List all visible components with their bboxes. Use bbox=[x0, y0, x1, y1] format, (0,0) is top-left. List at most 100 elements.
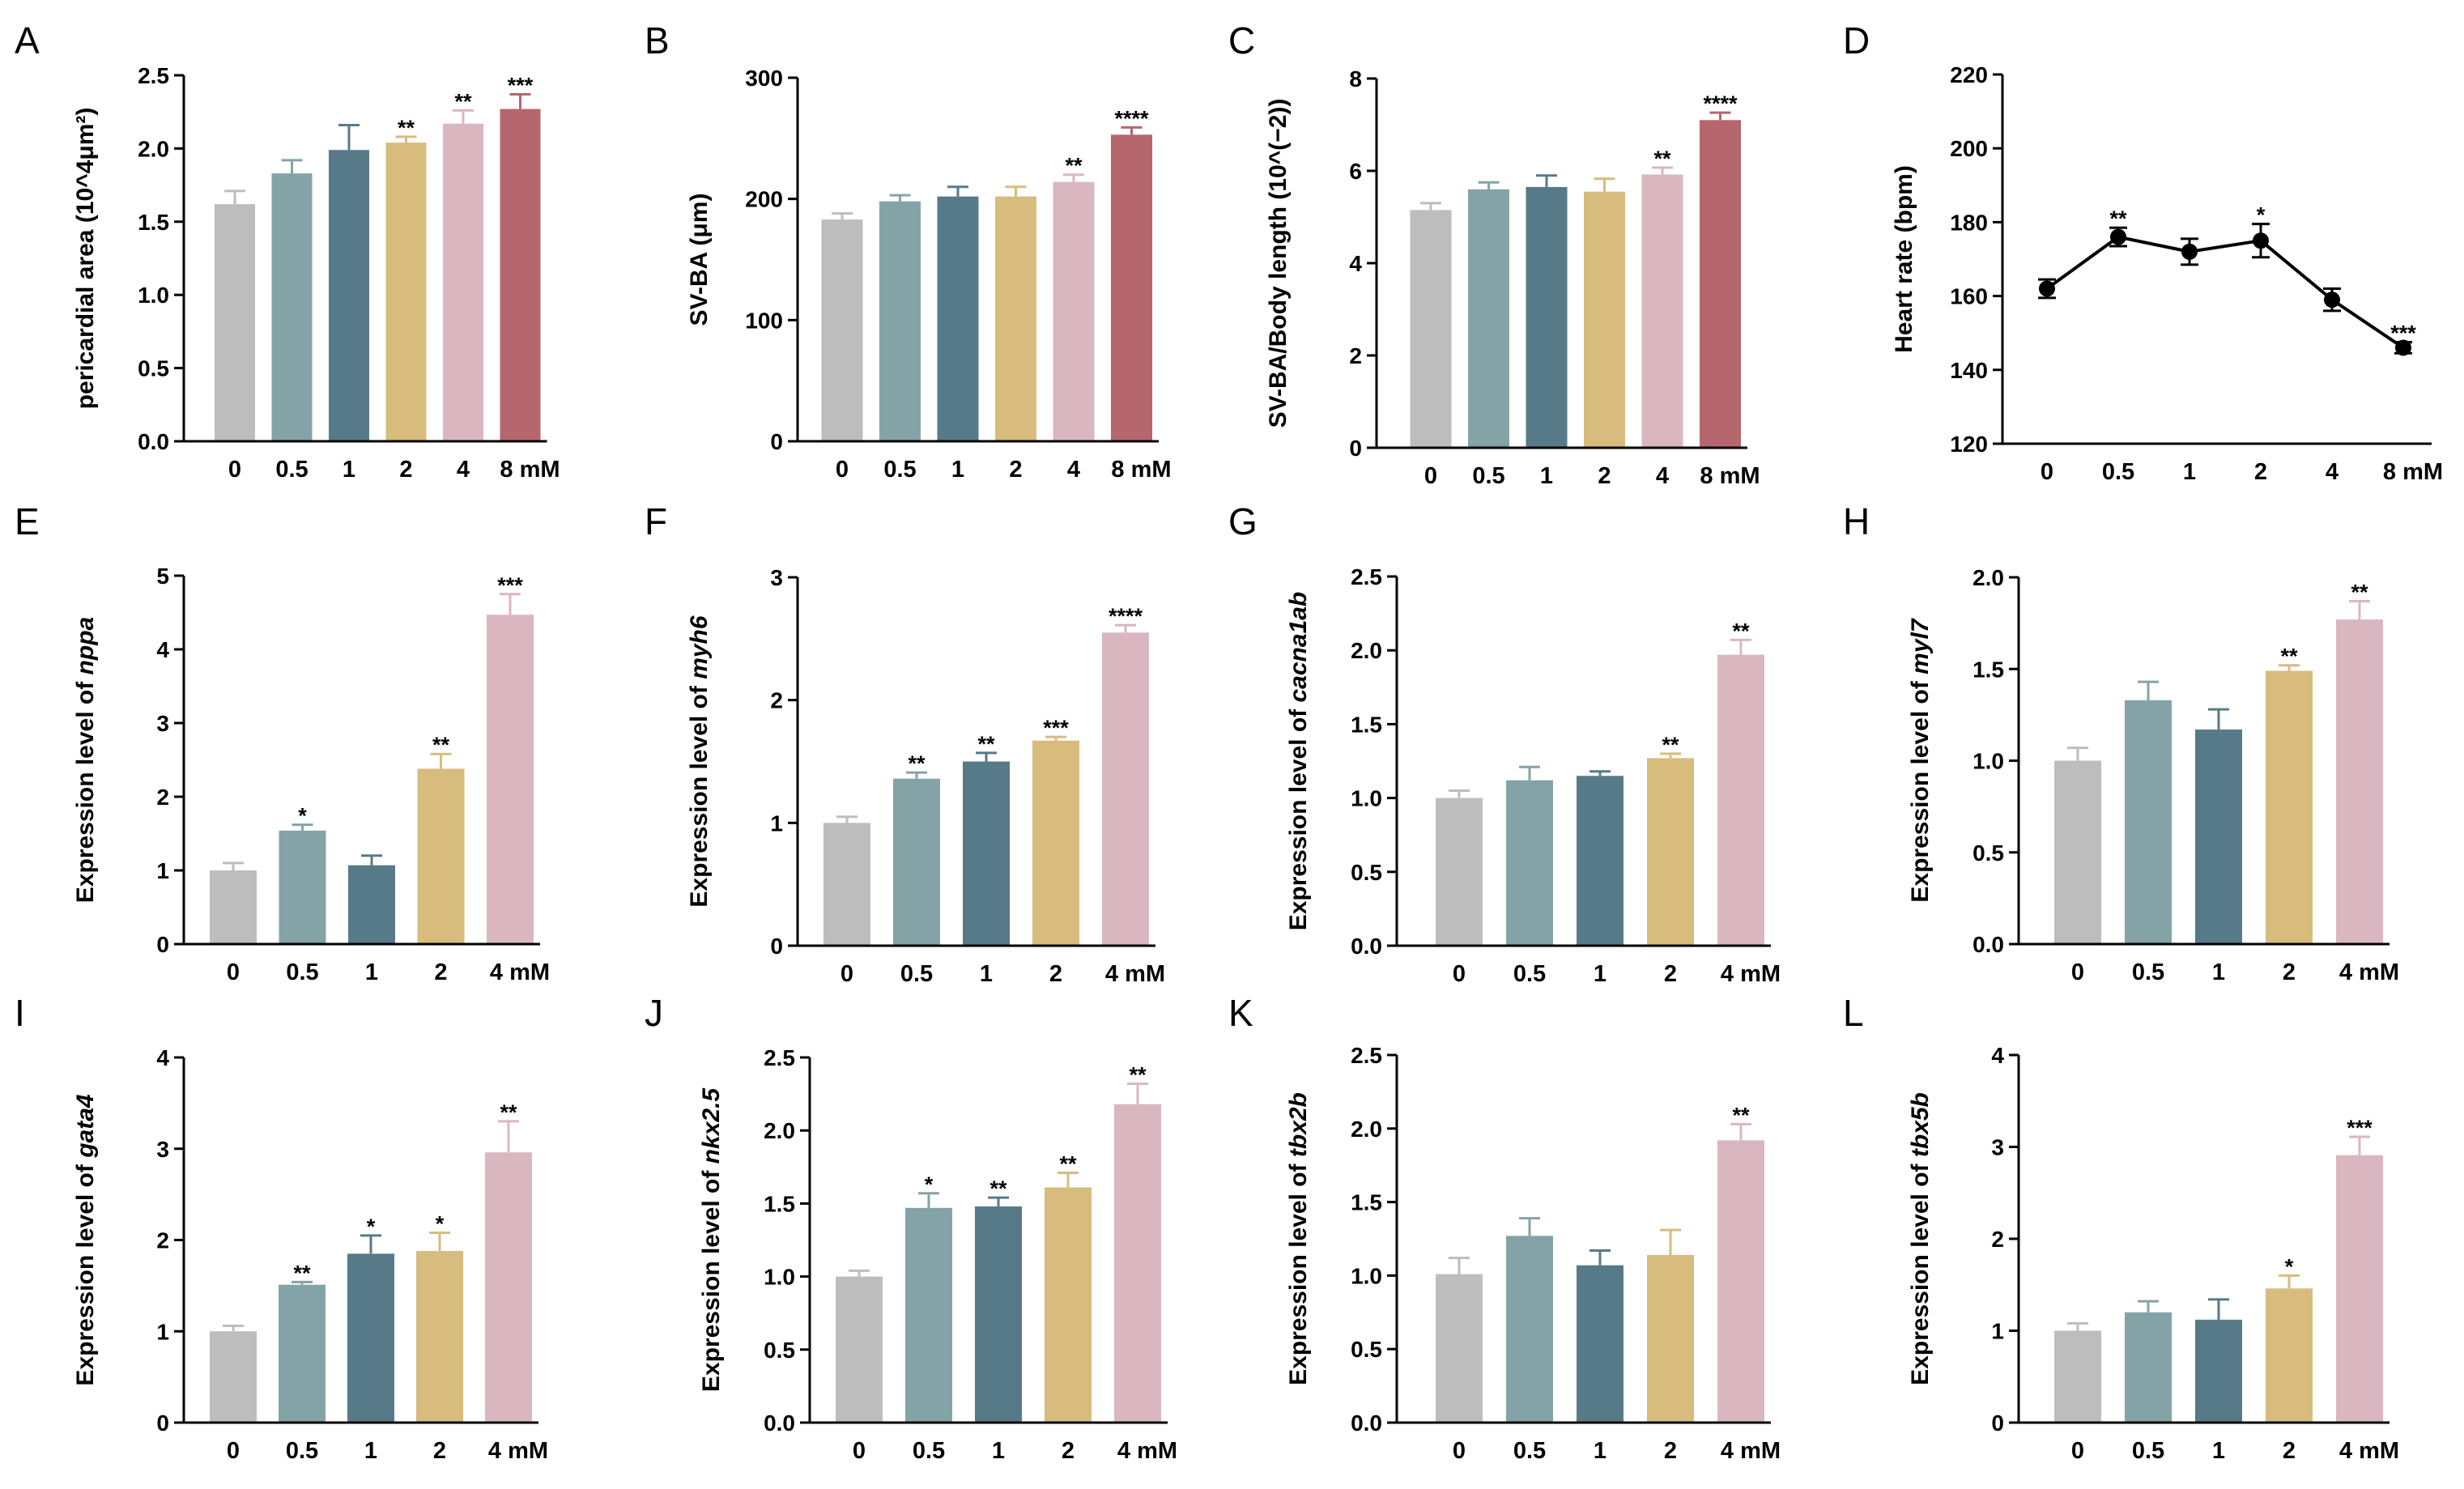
y-tick-label: 0.5 bbox=[138, 356, 169, 381]
y-tick-label: 2 bbox=[156, 785, 169, 810]
bar bbox=[1102, 632, 1149, 946]
bar bbox=[500, 108, 541, 442]
y-tick-label: 2.0 bbox=[1972, 565, 2004, 590]
significance-mark: ** bbox=[454, 89, 472, 113]
panel-letter: A bbox=[15, 19, 40, 62]
y-axis-label: Expression level of tbx2b bbox=[1285, 1092, 1312, 1385]
x-tick-label: 0.5 bbox=[883, 457, 916, 483]
x-tick-label: 8 mM bbox=[1700, 463, 1760, 489]
significance-mark: ** bbox=[1732, 1103, 1750, 1127]
x-tick-label: 0.5 bbox=[900, 961, 933, 987]
y-axis-label-prefix: Expression level of bbox=[686, 679, 713, 908]
bar bbox=[1577, 1265, 1624, 1423]
x-tick-label: 2 bbox=[1598, 463, 1611, 489]
y-axis-label-gene: myh6 bbox=[686, 615, 713, 679]
y-tick-label: 300 bbox=[745, 66, 783, 91]
significance-mark: ** bbox=[293, 1261, 311, 1285]
x-tick-label: 2 bbox=[434, 959, 447, 985]
significance-mark: ** bbox=[2109, 206, 2127, 231]
bar bbox=[2054, 760, 2101, 944]
bar bbox=[1468, 189, 1509, 449]
y-tick-label: 180 bbox=[1950, 210, 1988, 235]
bar bbox=[995, 196, 1036, 441]
y-tick-label: 6 bbox=[1349, 159, 1362, 184]
y-axis-label: Heart rate (bpm) bbox=[1891, 165, 1917, 353]
x-tick-label: 0 bbox=[2071, 1438, 2084, 1464]
bar bbox=[215, 204, 255, 441]
y-tick-label: 1 bbox=[156, 1319, 169, 1344]
y-tick-label: 0.5 bbox=[1351, 860, 1382, 885]
y-axis-label-gene: cacna1ab bbox=[1285, 592, 1312, 703]
panel-letter: F bbox=[645, 500, 667, 542]
x-tick-label: 1 bbox=[2183, 459, 2196, 485]
y-tick-label: 0.0 bbox=[1351, 1410, 1382, 1436]
bar bbox=[1647, 1254, 1694, 1423]
bar bbox=[1053, 181, 1095, 442]
significance-mark: *** bbox=[1043, 716, 1069, 740]
y-tick-label: 5 bbox=[156, 564, 169, 589]
data-point bbox=[2110, 228, 2126, 245]
y-axis-label: Expression level of myl7 bbox=[1907, 618, 1934, 902]
bar bbox=[1032, 740, 1079, 946]
x-tick-label: 4 mM bbox=[1721, 1438, 1781, 1464]
y-axis-label: SV-BA/Body length (10^(−2)) bbox=[1265, 99, 1292, 428]
y-tick-label: 120 bbox=[1950, 432, 1988, 457]
bar bbox=[2266, 670, 2313, 944]
y-tick-label: 2.0 bbox=[138, 136, 169, 161]
panel-letter: K bbox=[1228, 992, 1253, 1034]
bar bbox=[2054, 1330, 2101, 1423]
x-tick-label: 0.5 bbox=[1513, 961, 1546, 987]
x-tick-label: 4 mM bbox=[1117, 1438, 1177, 1464]
x-tick-label: 2 bbox=[399, 457, 412, 483]
x-tick-label: 0 bbox=[1453, 1438, 1466, 1464]
bar bbox=[1717, 1140, 1764, 1423]
significance-mark: ** bbox=[398, 116, 415, 140]
significance-mark: **** bbox=[1703, 91, 1738, 116]
x-tick-label: 4 mM bbox=[2339, 1438, 2399, 1464]
bar bbox=[443, 123, 483, 441]
y-tick-label: 4 bbox=[1991, 1043, 2004, 1068]
y-tick-label: 1.0 bbox=[764, 1265, 795, 1290]
significance-mark: ** bbox=[908, 751, 926, 776]
y-tick-label: 220 bbox=[1950, 62, 1988, 87]
x-tick-label: 1 bbox=[951, 457, 964, 483]
y-axis-label-prefix: Expression level of bbox=[1907, 1157, 1934, 1385]
y-axis-label-gene: gata4 bbox=[72, 1094, 99, 1159]
x-tick-label: 1 bbox=[980, 961, 993, 987]
x-tick-label: 1 bbox=[1594, 961, 1606, 987]
bar bbox=[879, 201, 921, 441]
y-axis-label-gene: nppa bbox=[72, 617, 99, 675]
y-tick-label: 0.0 bbox=[764, 1410, 795, 1436]
y-tick-label: 0.5 bbox=[764, 1338, 795, 1363]
x-tick-label: 4 mM bbox=[2339, 959, 2399, 985]
x-tick-label: 0 bbox=[228, 457, 241, 483]
x-tick-label: 0.5 bbox=[913, 1438, 945, 1464]
significance-mark: *** bbox=[497, 573, 523, 598]
x-tick-label: 4 bbox=[1656, 463, 1669, 489]
panel-letter: J bbox=[645, 992, 663, 1034]
significance-mark: **** bbox=[1109, 604, 1143, 628]
significance-mark: ** bbox=[1662, 733, 1679, 757]
y-tick-label: 2.5 bbox=[764, 1045, 795, 1070]
x-tick-label: 0.5 bbox=[1472, 463, 1504, 489]
significance-mark: ** bbox=[1129, 1062, 1147, 1087]
y-axis-label: Expression level of gata4 bbox=[72, 1094, 99, 1385]
bar bbox=[487, 615, 534, 944]
x-tick-label: 8 mM bbox=[2383, 459, 2443, 485]
bar bbox=[1641, 174, 1683, 448]
y-tick-label: 3 bbox=[1991, 1135, 2004, 1160]
y-axis-label-gene: myl7 bbox=[1907, 618, 1934, 674]
y-axis-label-prefix: Expression level of bbox=[1285, 1157, 1312, 1385]
x-tick-label: 8 mM bbox=[500, 457, 560, 483]
bar bbox=[1045, 1187, 1092, 1423]
x-tick-label: 4 bbox=[2326, 459, 2338, 485]
x-tick-label: 4 mM bbox=[488, 1438, 548, 1464]
y-axis-label-prefix: Expression level of bbox=[1285, 702, 1312, 930]
y-tick-label: 1.0 bbox=[1972, 749, 2004, 774]
bar bbox=[210, 870, 257, 944]
x-tick-label: 0.5 bbox=[275, 457, 308, 483]
panel-h: H ** ** 0.0 0.5 1.0 1.5 2.0 0 0.5 1 2 4 mM Expression… bbox=[1843, 500, 2399, 985]
